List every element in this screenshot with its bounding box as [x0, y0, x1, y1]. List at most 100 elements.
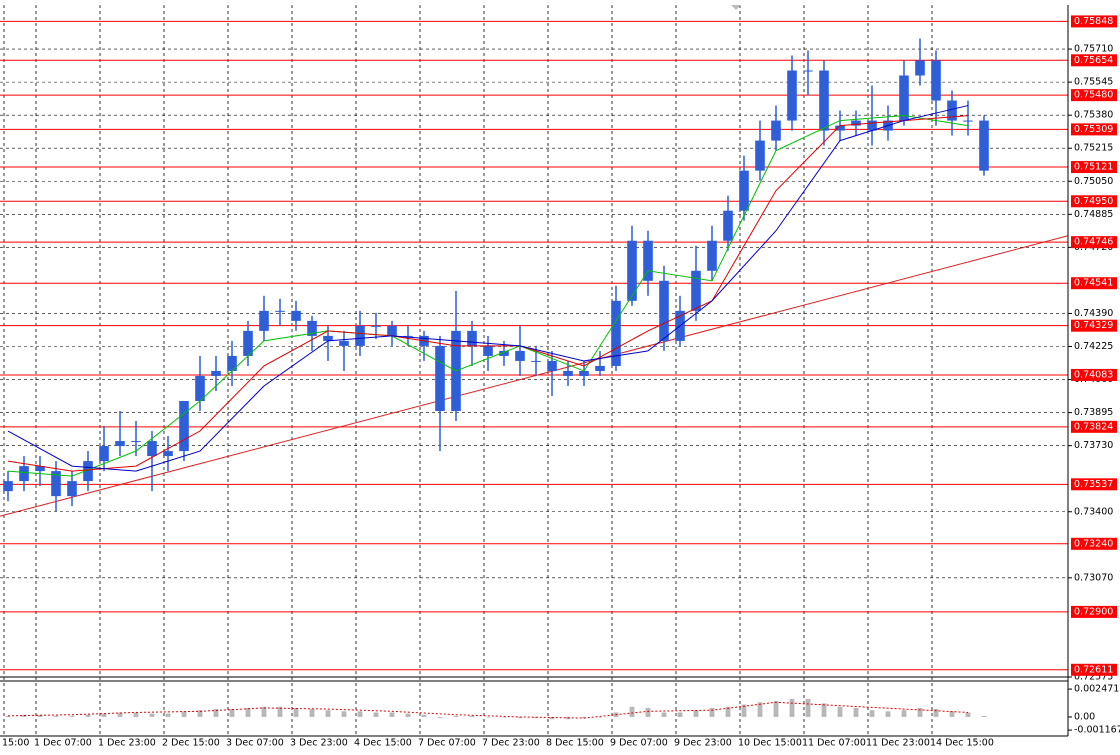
histogram-bar [245, 707, 251, 717]
histogram-bar [469, 715, 475, 717]
histogram-bar [885, 711, 891, 717]
histogram-bar [453, 715, 459, 717]
histogram-bar [165, 713, 171, 717]
candle-body [979, 120, 989, 171]
candle-body [355, 325, 365, 346]
candle-body [387, 325, 397, 336]
candle-body [51, 471, 61, 497]
candle-body [131, 441, 141, 443]
y-tick-label: 0.73400 [1074, 506, 1113, 517]
level-label: 0.75654 [1074, 55, 1113, 66]
candle-body [3, 481, 13, 492]
histogram-bar [645, 707, 651, 717]
histogram-bar [69, 715, 75, 717]
level-label: 0.73537 [1074, 479, 1113, 490]
candle-body [179, 400, 189, 452]
histogram-bar [197, 710, 203, 717]
candle-body [627, 240, 637, 301]
candle-body [307, 320, 317, 336]
histogram-bar [293, 707, 299, 717]
candle-body [67, 481, 77, 497]
histogram-bar [5, 715, 11, 717]
grid [0, 5, 1068, 736]
candle-body [515, 350, 525, 361]
x-tick-label: 11 Dec 23:00 [866, 738, 930, 749]
x-tick-label: 7 Dec 07:00 [418, 738, 476, 749]
x-tick-label: 11 Dec 07:00 [802, 738, 866, 749]
candle-body [899, 75, 909, 121]
level-label: 0.74746 [1074, 237, 1113, 248]
histogram-bar [341, 711, 347, 717]
candle-body [99, 446, 109, 462]
candle-body [947, 100, 957, 121]
histogram-bar [101, 713, 107, 717]
level-label-box [1071, 236, 1117, 249]
histogram-bar [213, 709, 219, 717]
histogram-bar [357, 711, 363, 717]
candle-body [755, 140, 765, 171]
level-label: 0.74541 [1074, 278, 1113, 289]
moving-average [7, 105, 969, 472]
x-tick-label: 3 Dec 07:00 [226, 738, 284, 749]
candle-body [579, 370, 589, 376]
histogram-bar [37, 714, 43, 717]
level-label: 0.75480 [1074, 90, 1113, 101]
histogram-bar [517, 716, 523, 719]
candle-body [547, 360, 557, 371]
candle-body [211, 370, 221, 376]
histogram-bar [437, 716, 443, 719]
histogram-bar [309, 709, 315, 717]
candle-body [275, 310, 285, 312]
level-label-box [1071, 420, 1117, 433]
histogram-bar [117, 712, 123, 717]
x-tick-label: 4 Dec 15:00 [354, 738, 412, 749]
histogram-bar [725, 706, 731, 717]
candle-body [19, 466, 29, 482]
candle-body [963, 120, 973, 122]
candle-body [147, 441, 157, 457]
candle-body [339, 340, 349, 346]
candle-body [195, 375, 205, 401]
candle-body [371, 325, 381, 327]
candle-body [819, 70, 829, 131]
histogram-bar [85, 714, 91, 717]
candle-body [787, 70, 797, 121]
moving-average [7, 115, 969, 477]
axis: 15:00 1 Dec 07:00 1 Dec 23:00 2 Dec 15:00 3 … [2, 15, 1120, 749]
level-label-box [1071, 537, 1117, 550]
candle-body [611, 300, 621, 366]
histogram-bar [741, 704, 747, 717]
moving-average [7, 115, 969, 472]
candle-body [499, 350, 509, 356]
y-tick-label: 0.75545 [1074, 77, 1113, 88]
histogram-bar [581, 716, 587, 719]
y-tick-label: 0.73070 [1074, 572, 1113, 583]
level-label-box [1071, 161, 1117, 174]
level-label-box [1071, 478, 1117, 491]
y-tick-label: 0.74885 [1074, 209, 1113, 220]
level-label: 0.74950 [1074, 196, 1113, 207]
candle-body [803, 70, 813, 72]
candle-body [691, 270, 701, 311]
histogram-bar [597, 716, 603, 718]
histogram-bar [53, 715, 59, 717]
histogram-bar [709, 707, 715, 717]
candle-body [915, 60, 925, 76]
y-tick-label: 0.75380 [1074, 110, 1113, 121]
candle-body [723, 210, 733, 241]
level-label: 0.72900 [1074, 606, 1113, 617]
level-label: 0.75121 [1074, 162, 1113, 173]
x-tick-label: 2 Dec 15:00 [162, 738, 220, 749]
histogram-bar [773, 701, 779, 717]
candle-body [739, 170, 749, 211]
histogram-bar [181, 711, 187, 717]
x-tick-label: 10 Dec 15:00 [738, 738, 802, 749]
candle-body [435, 345, 445, 412]
candle-body [643, 240, 653, 281]
candle-body [707, 240, 717, 271]
histogram-bar [805, 698, 811, 717]
y-tick-label: 0.00 [1074, 711, 1095, 722]
histogram-bar [149, 713, 155, 717]
candle-body [243, 330, 253, 356]
